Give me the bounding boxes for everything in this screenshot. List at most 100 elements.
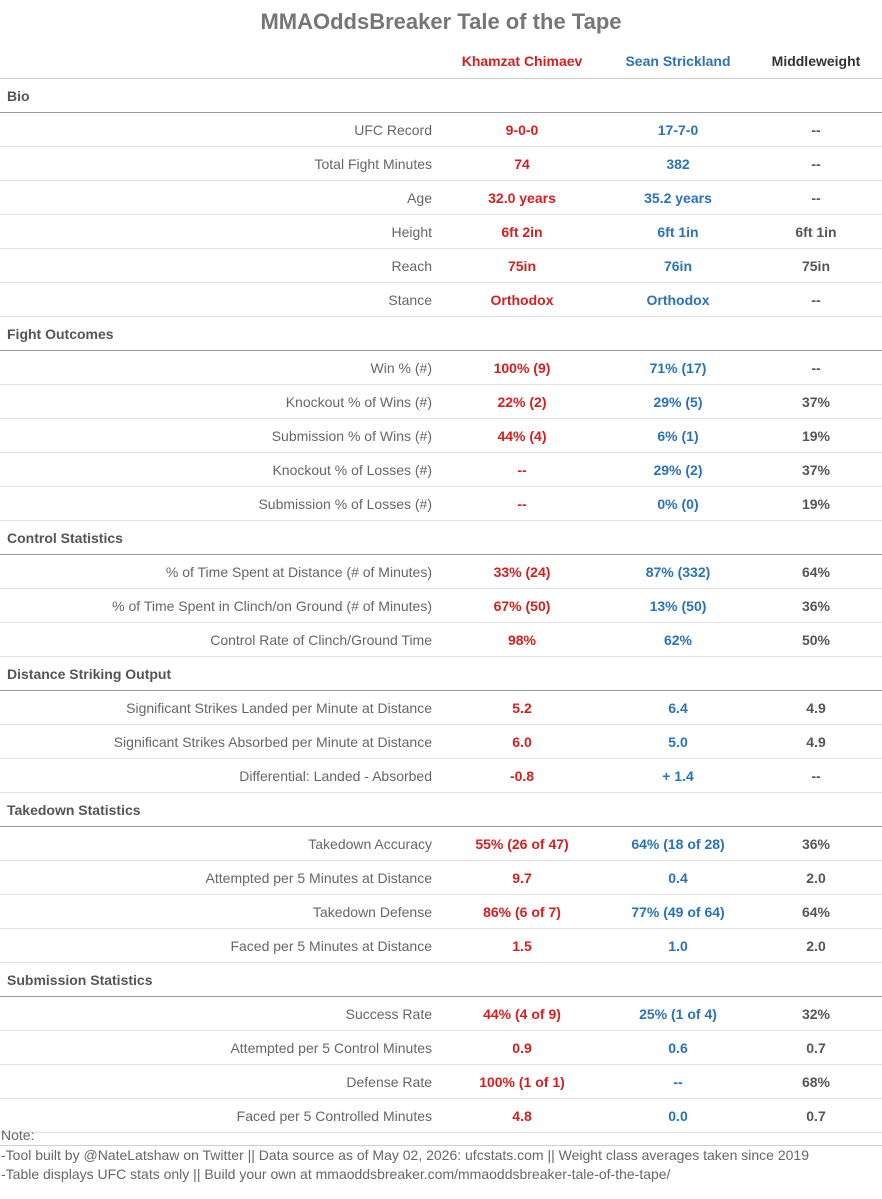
section-title: Takedown Statistics: [7, 801, 141, 818]
weight-class-average: 19%: [801, 427, 831, 444]
fighter2-value: 6.4: [668, 699, 688, 716]
section-header: Fight Outcomes: [0, 317, 882, 351]
stat-row: % of Time Spent at Distance (# of Minute…: [0, 555, 882, 589]
stat-row: Significant Strikes Absorbed per Minute …: [0, 725, 882, 759]
stat-row: Submission % of Wins (#) 44% (4) 6% (1) 19%: [0, 419, 882, 453]
fighter1-value: 5.2: [512, 699, 532, 716]
stat-row: Faced per 5 Controlled Minutes 4.8 0.0 0.7: [0, 1099, 882, 1133]
stat-label: Attempted per 5 Minutes at Distance: [205, 869, 432, 886]
stat-row: Control Rate of Clinch/Ground Time 98% 62%…: [0, 623, 882, 657]
fighter1-value: 6ft 2in: [501, 223, 543, 240]
stat-row: % of Time Spent in Clinch/on Ground (# o…: [0, 589, 882, 623]
weight-class-average: --: [811, 121, 821, 138]
stat-row: Defense Rate 100% (1 of 1) -- 68%: [0, 1065, 882, 1099]
fighter1-value: 1.5: [512, 937, 532, 954]
weight-class-average: 68%: [801, 1073, 831, 1090]
stat-row: Takedown Accuracy 55% (26 of 47) 64% (18 o…: [0, 827, 882, 861]
stat-row: Knockout % of Wins (#) 22% (2) 29% (5) 37%: [0, 385, 882, 419]
fighter1-value: --: [517, 461, 527, 478]
stat-row: Attempted per 5 Minutes at Distance 9.7 0.…: [0, 861, 882, 895]
note-line: -Table displays UFC stats only || Build …: [1, 1166, 671, 1182]
weight-class-average: 64%: [801, 563, 831, 580]
fighter1-value: 75in: [507, 257, 536, 274]
stat-label: Takedown Defense: [312, 903, 432, 920]
stat-row: UFC Record 9-0-0 17-7-0 --: [0, 113, 882, 147]
fighter2-value: + 1.4: [662, 767, 694, 784]
fighter2-value: 0% (0): [657, 495, 699, 512]
fighter2-value: 29% (5): [653, 393, 703, 410]
weight-class-header: Middleweight: [771, 53, 861, 69]
stats-table: Bio UFC Record 9-0-0 17-7-0 -- Total Fight Mi…: [0, 79, 882, 1133]
notes: Note: -Tool built by @NateLatshaw on Twi…: [0, 1126, 882, 1184]
stat-label: Knockout % of Losses (#): [272, 461, 432, 478]
stat-row: Height 6ft 2in 6ft 1in 6ft 1in: [0, 215, 882, 249]
weight-class-average: 2.0: [806, 869, 826, 886]
fighter2-value: 1.0: [668, 937, 688, 954]
weight-class-average: --: [811, 291, 821, 308]
fighter1-value: 44% (4 of 9): [483, 1005, 561, 1022]
stat-label: % of Time Spent at Distance (# of Minute…: [165, 563, 432, 580]
section-header: Bio: [0, 79, 882, 113]
stat-row: Total Fight Minutes 74 382 --: [0, 147, 882, 181]
section-title: Fight Outcomes: [7, 325, 114, 342]
stat-row: Significant Strikes Landed per Minute at…: [0, 691, 882, 725]
stat-row: Submission % of Losses (#) -- 0% (0) 19%: [0, 487, 882, 521]
fighter2-value: 0.4: [668, 869, 688, 886]
weight-class-average: --: [811, 767, 821, 784]
fighter2-value: 13% (50): [649, 597, 707, 614]
fighter2-value: 5.0: [668, 733, 688, 750]
fighter2-value: 64% (18 of 28): [631, 835, 725, 852]
weight-class-average: --: [811, 155, 821, 172]
stat-label: Height: [391, 223, 432, 240]
weight-class-average: 4.9: [806, 699, 826, 716]
fighter1-value: 9.7: [512, 869, 532, 886]
section-title: Control Statistics: [7, 529, 123, 546]
section-header: Takedown Statistics: [0, 793, 882, 827]
fighter2-value: Orthodox: [646, 291, 710, 308]
note-line: -Tool built by @NateLatshaw on Twitter |…: [0, 1145, 882, 1165]
page-title: MMAOddsBreaker Tale of the Tape: [260, 9, 622, 34]
weight-class-average: 64%: [801, 903, 831, 920]
fighter2-value: --: [673, 1073, 683, 1090]
fighter1-value: --: [517, 495, 527, 512]
fighter1-value: 22% (2): [497, 393, 547, 410]
fighter2-value: 382: [666, 155, 690, 172]
fighter2-value: 87% (332): [645, 563, 711, 580]
weight-class-average: 4.9: [806, 733, 826, 750]
fighter1-value: -0.8: [509, 767, 535, 784]
stat-row: Knockout % of Losses (#) -- 29% (2) 37%: [0, 453, 882, 487]
fighter1-value: 4.8: [512, 1107, 532, 1124]
fighter2-value: 76in: [663, 257, 692, 274]
fighter2-value: 25% (1 of 4): [639, 1005, 717, 1022]
section-header: Control Statistics: [0, 521, 882, 555]
weight-class-average: 37%: [801, 461, 831, 478]
stat-label: Win % (#): [370, 359, 432, 376]
fighter1-value: 74: [514, 155, 530, 172]
weight-class-average: 0.7: [806, 1107, 826, 1124]
stat-label: Attempted per 5 Control Minutes: [230, 1039, 432, 1056]
stat-label: Takedown Accuracy: [308, 835, 432, 852]
stat-label: Differential: Landed - Absorbed: [239, 767, 432, 784]
stat-label: Faced per 5 Controlled Minutes: [236, 1107, 432, 1124]
fighter2-value: 77% (49 of 64): [631, 903, 725, 920]
fighter2-header: Sean Strickland: [625, 53, 731, 69]
stat-label: Success Rate: [345, 1005, 432, 1022]
fighter1-value: 98%: [507, 631, 537, 648]
note-heading: Note:: [1, 1127, 35, 1143]
fighter2-value: 29% (2): [653, 461, 703, 478]
fighter1-value: 86% (6 of 7): [483, 903, 561, 920]
stat-label: Knockout % of Wins (#): [285, 393, 432, 410]
stat-label: Reach: [391, 257, 432, 274]
stat-row: Stance Orthodox Orthodox --: [0, 283, 882, 317]
fighter2-value: 35.2 years: [644, 189, 712, 206]
fighter2-value: 6ft 1in: [657, 223, 699, 240]
stat-row: Faced per 5 Minutes at Distance 1.5 1.0 2.0: [0, 929, 882, 963]
fighter1-value: 9-0-0: [505, 121, 539, 138]
stat-label: Submission % of Losses (#): [258, 495, 432, 512]
weight-class-average: 19%: [801, 495, 831, 512]
weight-class-average: 36%: [801, 835, 831, 852]
stat-row: Attempted per 5 Control Minutes 0.9 0.6 0.7: [0, 1031, 882, 1065]
stat-row: Win % (#) 100% (9) 71% (17) --: [0, 351, 882, 385]
section-header: Submission Statistics: [0, 963, 882, 997]
stat-label: Stance: [388, 291, 432, 308]
